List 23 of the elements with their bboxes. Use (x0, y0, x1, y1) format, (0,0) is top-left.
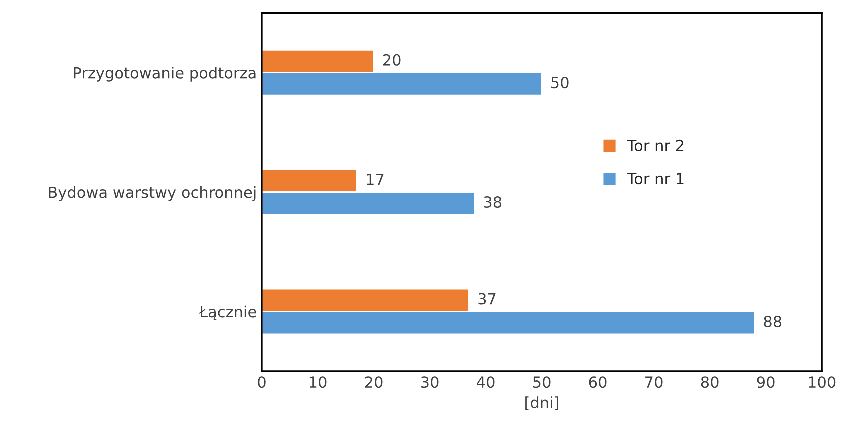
legend-label: Tor nr 1 (627, 173, 684, 185)
data-label: 37 (478, 293, 496, 305)
data-label: 17 (367, 174, 384, 186)
data-label: 88 (764, 316, 782, 328)
data-label: 38 (484, 196, 502, 208)
data-label: 20 (383, 54, 401, 66)
y-tick-label: Przygotowanie podtorza (74, 67, 256, 82)
x-tick-label: 0 (258, 376, 266, 388)
data-label: 50 (552, 77, 569, 89)
x-tick-label: 90 (757, 376, 775, 388)
x-tick-label: 20 (365, 376, 383, 388)
legend-label: Tor nr 2 (627, 140, 684, 152)
y-tick-label: Bydowa warstwy ochronnej (49, 186, 256, 202)
x-tick-label: 80 (701, 376, 719, 388)
x-tick-label: 60 (589, 376, 607, 388)
y-tick-label: Łącznie (199, 306, 256, 320)
x-axis-title: [dni] (526, 396, 558, 410)
x-tick-label: 70 (646, 376, 663, 388)
x-tick-label: 100 (809, 376, 836, 388)
x-tick-label: 50 (533, 376, 551, 388)
x-tick-label: 40 (477, 376, 495, 388)
x-tick-label: 30 (421, 376, 439, 388)
x-tick-label: 10 (310, 376, 327, 388)
